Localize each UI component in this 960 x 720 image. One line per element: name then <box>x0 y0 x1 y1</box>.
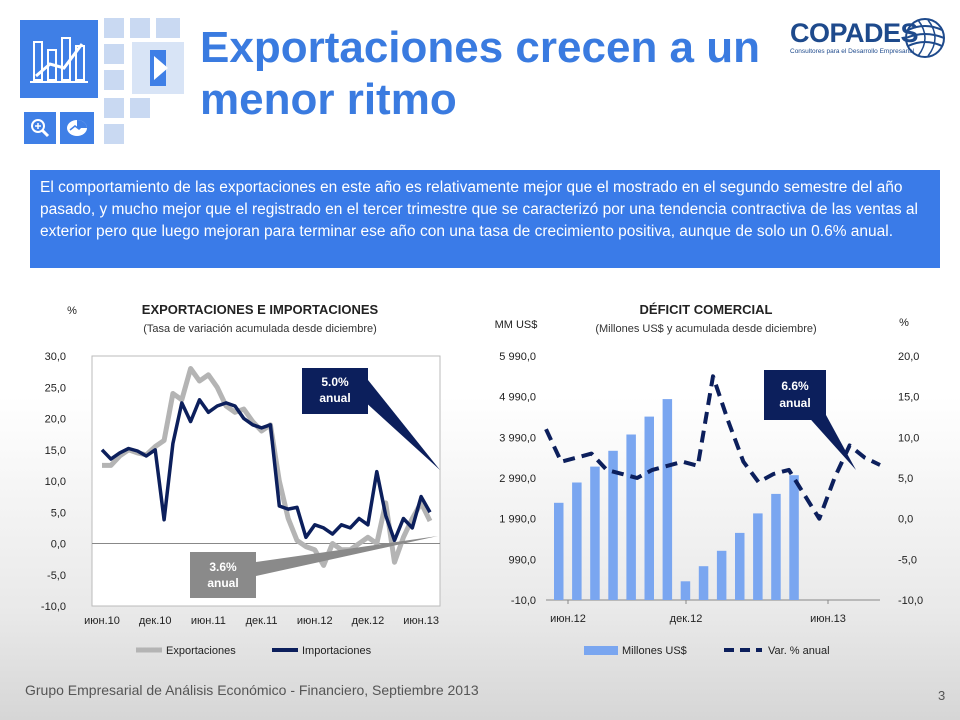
chart2-y-tick-left: -10,0 <box>511 595 536 607</box>
chart1-y-tick: 30,0 <box>45 351 66 363</box>
chart2-legend-label: Millones US$ <box>622 645 687 657</box>
zoom-tile <box>24 112 56 144</box>
chart2-bar <box>644 416 654 600</box>
chart2-y-tick-right: 10,0 <box>898 432 919 444</box>
chart1-x-tick: дек.11 <box>246 615 278 627</box>
chart2-x-tick: дек.12 <box>670 613 703 625</box>
chart2-bar <box>771 493 781 600</box>
chart2-y-tick-right: 15,0 <box>898 392 919 404</box>
chart2-title: DÉFICIT COMERCIAL <box>640 302 773 317</box>
chart2-y-tick-left: 3 990,0 <box>499 432 536 444</box>
chart2-y-tick-right: -10,0 <box>898 595 923 607</box>
chart2-y-tick-left: 5 990,0 <box>499 351 536 363</box>
chart1-annotation-value: 5.0% <box>321 375 349 389</box>
chart2-bar <box>735 532 745 600</box>
exports-imports-chart: EXPORTACIONES E IMPORTACIONES (Tasa de v… <box>41 302 441 657</box>
chart2-subtitle: (Millones US$ y acumulada desde diciembr… <box>595 323 816 335</box>
chart2-bar <box>789 475 799 600</box>
chart2-series-var-anual <box>544 374 881 521</box>
chart1-annotation-pointer <box>352 380 440 470</box>
chart1-series-importaciones <box>100 398 432 543</box>
chart1-legend-label: Importaciones <box>302 645 372 657</box>
brand-name: COPADES <box>790 18 919 48</box>
brand-logo: COPADES Consultores para el Desarrollo E… <box>790 18 950 60</box>
chart2-y-tick-left: 1 990,0 <box>499 514 536 526</box>
chart2-annotation-value: 6.6% <box>781 379 809 393</box>
bar-chart-tile <box>20 20 98 98</box>
chart2-annotation-unit: anual <box>779 396 810 410</box>
trade-deficit-chart: DÉFICIT COMERCIAL (Millones US$ y acumul… <box>495 302 923 657</box>
chart1-x-tick: июн.13 <box>403 615 439 627</box>
chart2-y-tick-left: 4 990,0 <box>499 392 536 404</box>
pie-chart-icon <box>67 120 87 136</box>
chart1-y-tick: -5,0 <box>47 570 66 582</box>
zoom-icon <box>31 119 50 138</box>
chart1-subtitle: (Tasa de variación acumulada desde dicie… <box>143 323 377 335</box>
page-number: 3 <box>938 688 946 703</box>
chart2-x-tick: июн.12 <box>550 613 586 625</box>
chart1-y-tick: -10,0 <box>41 601 66 613</box>
chart2-legend-label: Var. % anual <box>768 645 830 657</box>
chart2-y-tick-right: 0,0 <box>898 514 913 526</box>
chart2-bar <box>626 434 636 600</box>
chart2-y-tick-left: 990,0 <box>508 554 536 566</box>
chart2-legend-swatch <box>584 646 618 655</box>
intro-text: El comportamiento de las exportaciones e… <box>30 170 940 268</box>
chart2-bar <box>572 482 582 600</box>
chart2-bar <box>680 581 691 600</box>
chart2-y-tick-right: 20,0 <box>898 351 919 363</box>
chart2-y-tick-right: 5,0 <box>898 473 913 485</box>
chart2-ylabel-left: MM US$ <box>495 319 538 331</box>
chart1-legend-label: Exportaciones <box>166 645 236 657</box>
chart1-x-tick: июн.12 <box>297 615 333 627</box>
chart1-annotation-box-exports <box>190 552 256 598</box>
chart2-annotation-box <box>764 370 826 420</box>
chart2-bar <box>753 513 763 600</box>
chart1-y-tick: 20,0 <box>45 414 66 426</box>
bar-chart-icon <box>30 37 88 83</box>
pie-tile <box>60 112 94 144</box>
chart1-y-tick: 10,0 <box>45 476 66 488</box>
brand-tagline: Consultores para el Desarrollo Empresari… <box>790 48 915 55</box>
chart2-y-tick-left: 2 990,0 <box>499 473 536 485</box>
chart1-annotation-box-imports <box>302 368 368 414</box>
chart1-x-tick: июн.10 <box>84 615 120 627</box>
chart2-bar <box>662 399 673 600</box>
chart1-annotation-unit: anual <box>319 391 350 405</box>
chart2-bar <box>716 550 727 600</box>
chart1-y-tick: 15,0 <box>45 445 66 457</box>
chart1-y-tick: 25,0 <box>45 382 66 394</box>
chart1-x-tick: июн.11 <box>191 615 226 627</box>
chart2-y-tick-right: -5,0 <box>898 554 917 566</box>
chart2-ylabel-right: % <box>899 317 909 329</box>
chart1-title: EXPORTACIONES E IMPORTACIONES <box>142 302 379 317</box>
chart2-bar <box>698 566 709 600</box>
chart2-bar <box>554 502 564 600</box>
chart1-y-tick: 5,0 <box>51 507 66 519</box>
page-title: Exportaciones crecen a un menor ritmo <box>200 23 760 124</box>
chart1-annotation-value: 3.6% <box>209 560 237 574</box>
chart1-annotation-pointer <box>256 536 438 576</box>
chart2-annotation-pointer <box>804 404 856 470</box>
play-tile <box>132 42 184 94</box>
brand-globe-icon <box>905 18 945 58</box>
chart1-ylabel: % <box>67 305 77 317</box>
chart1-y-tick: 0,0 <box>51 539 66 551</box>
play-icon <box>150 50 168 86</box>
chart2-bar <box>590 466 600 600</box>
chart1-x-tick: дек.12 <box>352 615 385 627</box>
chart2-x-tick: июн.13 <box>810 613 846 625</box>
chart2-bar <box>608 450 618 600</box>
chart1-x-tick: дек.10 <box>139 615 172 627</box>
chart1-annotation-unit: anual <box>207 576 238 590</box>
footer-text: Grupo Empresarial de Análisis Económico … <box>25 682 479 698</box>
